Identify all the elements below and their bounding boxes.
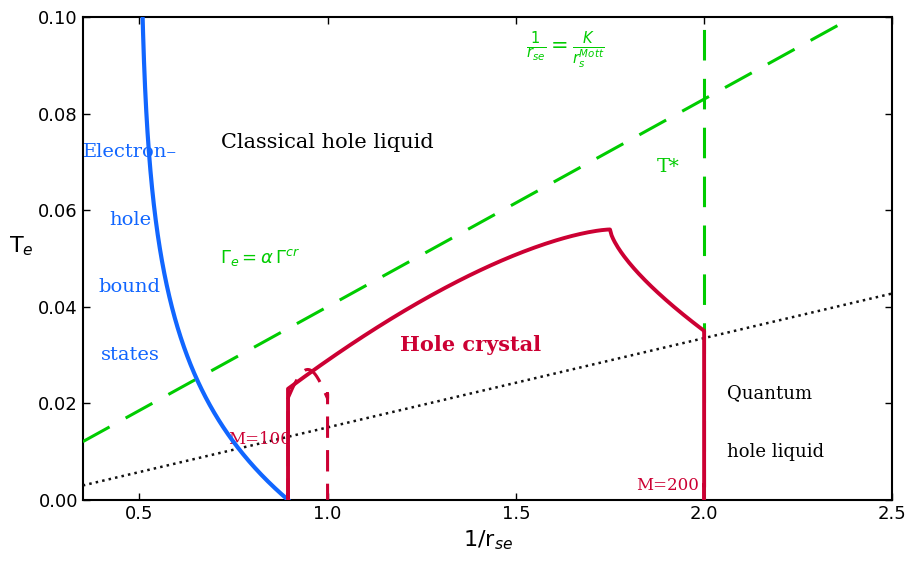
Text: M=100: M=100 — [228, 431, 290, 448]
X-axis label: 1/r$_{se}$: 1/r$_{se}$ — [462, 528, 512, 552]
Text: Electron–: Electron– — [83, 143, 176, 161]
Text: Hole crystal: Hole crystal — [400, 335, 540, 356]
Text: M=200: M=200 — [636, 477, 698, 494]
Text: Classical hole liquid: Classical hole liquid — [221, 133, 434, 152]
Text: $\frac{1}{r_{se}}$$=\frac{K}{r_s^{Mott}}$: $\frac{1}{r_{se}}$$=\frac{K}{r_s^{Mott}}… — [525, 30, 604, 72]
Text: bound: bound — [98, 278, 161, 296]
Text: states: states — [100, 346, 159, 364]
Text: $\Gamma_e=\alpha\,\Gamma^{cr}$: $\Gamma_e=\alpha\,\Gamma^{cr}$ — [220, 248, 300, 269]
Y-axis label: T$_e$: T$_e$ — [9, 235, 34, 258]
Text: hole: hole — [108, 211, 151, 229]
Text: T*: T* — [656, 158, 679, 176]
Text: Quantum: Quantum — [726, 385, 811, 403]
Text: hole liquid: hole liquid — [726, 442, 823, 461]
